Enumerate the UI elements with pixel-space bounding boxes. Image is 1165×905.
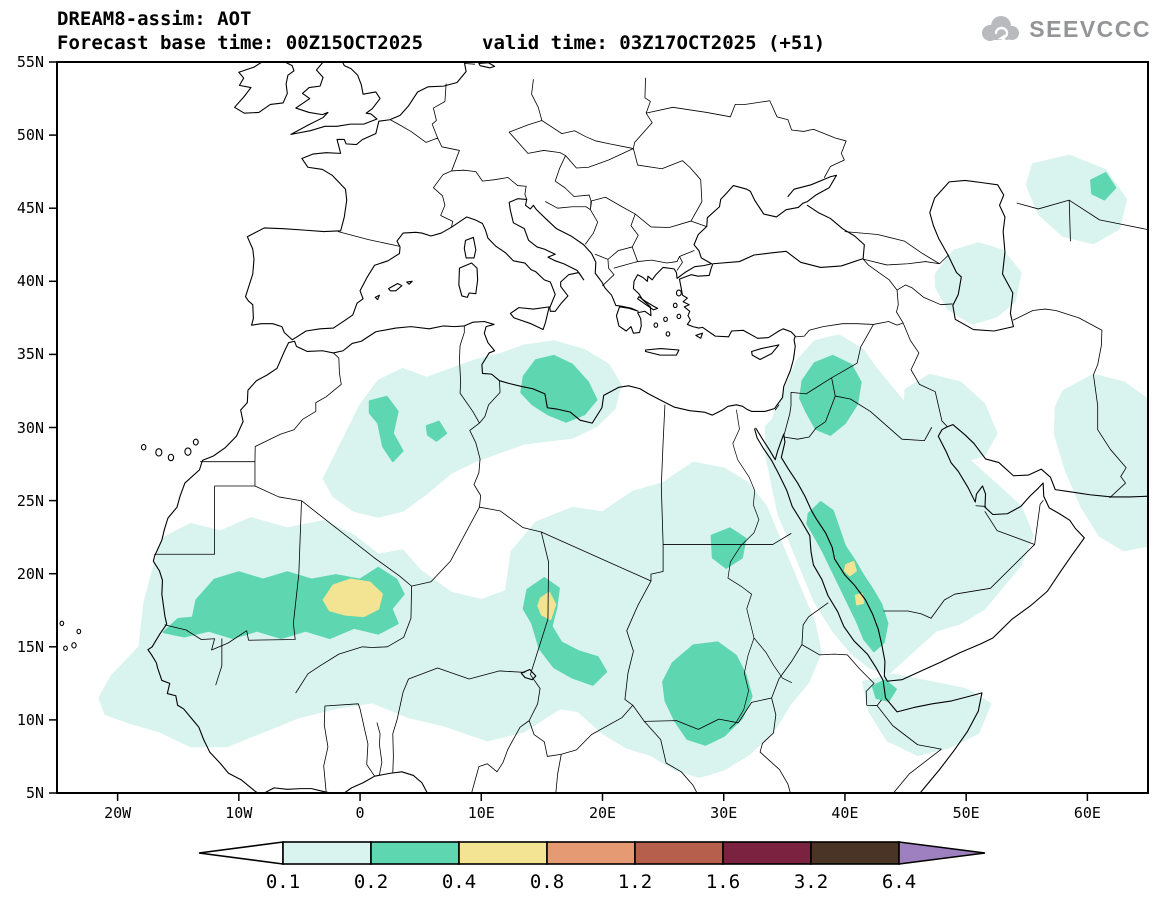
- aot-shading-level-0.4: [324, 562, 863, 619]
- colorbar-level-label: 0.8: [530, 871, 564, 893]
- colorbar-segment: [458, 841, 548, 865]
- colorbar-level-label: 0.2: [354, 871, 388, 893]
- coastlines: [60, 62, 1148, 793]
- lat-tick-label: 40N: [16, 272, 44, 291]
- axis-ticks: [49, 61, 1089, 801]
- colorbar-level-label: 1.2: [618, 871, 652, 893]
- colorbar-svg: 0.1 0.2 0.4 0.8 1.2 1.6 3.2 6.4: [198, 841, 986, 893]
- colorbar-right-arrow: [898, 841, 986, 865]
- colorbar-level-label: 3.2: [794, 871, 828, 893]
- map-svg: [49, 61, 1149, 801]
- colorbar-segment: [810, 841, 900, 865]
- lat-tick-label: 15N: [16, 637, 44, 656]
- map-content: [60, 62, 1148, 793]
- nile-river: [728, 410, 792, 729]
- seevccc-logo: SEEVCCC: [977, 14, 1151, 44]
- cloud-icon: [982, 16, 1020, 42]
- colorbar-level-label: 0.4: [442, 871, 476, 893]
- lon-tick-label: 20W: [104, 804, 132, 822]
- colorbar-segment: [634, 841, 724, 865]
- lon-tick-label: 30E: [710, 804, 738, 822]
- lon-tick-label: 10W: [225, 804, 253, 822]
- lat-tick-label: 35N: [16, 345, 44, 364]
- valid-time-label: valid time: 03Z17OCT2025 (+51): [482, 32, 826, 54]
- colorbar-level-label: 1.6: [706, 871, 740, 893]
- colorbar-left-arrow: [198, 841, 284, 865]
- lat-tick-label: 25N: [16, 491, 44, 510]
- lon-tick-label: 20E: [588, 804, 617, 822]
- colorbar-level-label: 0.1: [266, 871, 300, 893]
- lat-tick-label: 30N: [16, 418, 44, 437]
- lat-tick-label: 20N: [16, 564, 44, 583]
- colorbar-segment: [370, 841, 460, 865]
- lon-tick-label: 0: [355, 804, 365, 822]
- lon-tick-label: 40E: [831, 804, 859, 822]
- logo-text: SEEVCCC: [1029, 15, 1151, 42]
- country-borders: [155, 63, 1147, 793]
- lat-tick-label: 45N: [16, 199, 44, 218]
- forecast-base-time-label: Forecast base time: 00Z15OCT2025: [57, 32, 424, 54]
- lon-tick-label: 60E: [1073, 804, 1101, 822]
- colorbar: 0.1 0.2 0.4 0.8 1.2 1.6 3.2 6.4: [197, 838, 987, 900]
- colorbar-level-label: 6.4: [882, 871, 916, 893]
- colorbar-segment: [722, 841, 812, 865]
- lon-tick-label: 10E: [467, 804, 495, 822]
- colorbar-segment: [282, 841, 372, 865]
- page-title: DREAM8-assim: AOT: [57, 8, 252, 30]
- lat-tick-label: 10N: [16, 710, 44, 729]
- lat-tick-label: 55N: [16, 53, 44, 71]
- colorbar-segment: [546, 841, 636, 865]
- lat-tick-label: 5N: [25, 784, 44, 802]
- lon-tick-label: 50E: [952, 804, 980, 822]
- lat-tick-label: 50N: [16, 126, 44, 145]
